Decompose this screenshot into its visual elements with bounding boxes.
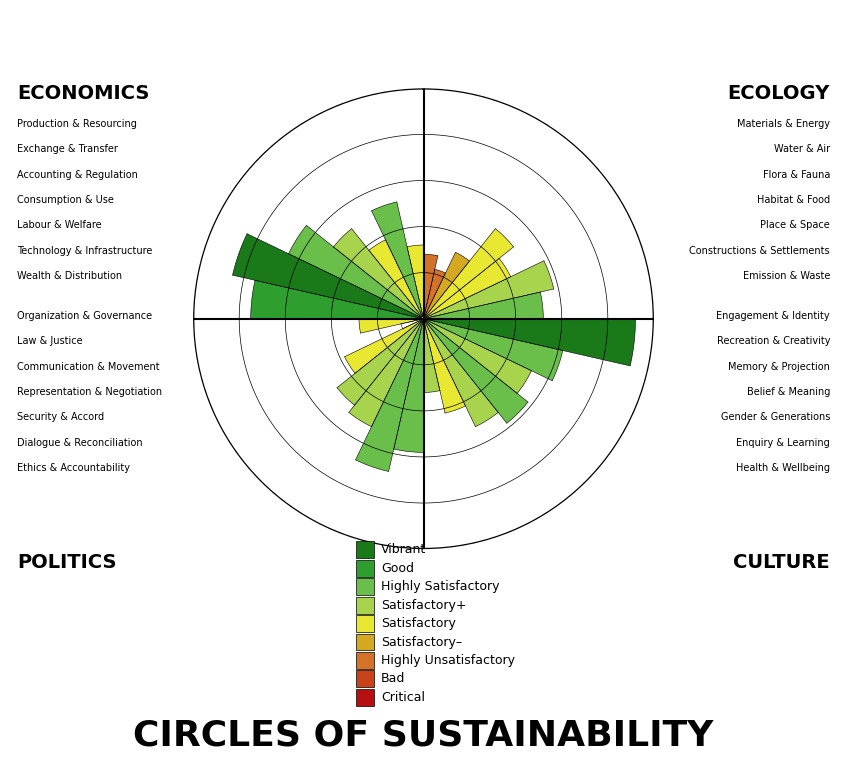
- Text: Law & Justice: Law & Justice: [17, 336, 82, 346]
- Polygon shape: [424, 321, 466, 413]
- Text: Wealth & Distribution: Wealth & Distribution: [17, 271, 122, 281]
- Text: Constructions & Settlements: Constructions & Settlements: [689, 246, 830, 256]
- Polygon shape: [424, 321, 440, 392]
- Polygon shape: [369, 240, 423, 317]
- Text: Flora & Fauna: Flora & Fauna: [762, 170, 830, 180]
- Polygon shape: [289, 225, 422, 318]
- Text: Security & Accord: Security & Accord: [17, 412, 104, 422]
- Text: Gender & Generations: Gender & Generations: [721, 412, 830, 422]
- Text: Exchange & Transfer: Exchange & Transfer: [17, 144, 118, 154]
- Text: Bad: Bad: [381, 673, 406, 685]
- Polygon shape: [425, 319, 562, 381]
- Polygon shape: [425, 261, 554, 318]
- Text: Accounting & Regulation: Accounting & Regulation: [17, 170, 138, 180]
- Text: Water & Air: Water & Air: [774, 144, 830, 154]
- Text: Recreation & Creativity: Recreation & Creativity: [717, 336, 830, 346]
- Text: Belief & Meaning: Belief & Meaning: [747, 387, 830, 397]
- Text: Good: Good: [381, 562, 414, 574]
- Polygon shape: [424, 320, 498, 427]
- Text: CULTURE: CULTURE: [734, 553, 830, 572]
- Text: ECONOMICS: ECONOMICS: [17, 84, 149, 104]
- Polygon shape: [345, 319, 422, 373]
- Polygon shape: [337, 320, 422, 406]
- Text: Memory & Projection: Memory & Projection: [728, 362, 830, 372]
- Polygon shape: [426, 292, 543, 319]
- Polygon shape: [425, 229, 513, 317]
- Text: Emission & Waste: Emission & Waste: [743, 271, 830, 281]
- Polygon shape: [356, 321, 423, 472]
- Text: Dialogue & Reconciliation: Dialogue & Reconciliation: [17, 438, 142, 448]
- Polygon shape: [349, 320, 423, 427]
- Text: Materials & Energy: Materials & Energy: [737, 119, 830, 129]
- Polygon shape: [424, 254, 438, 316]
- Polygon shape: [394, 321, 424, 452]
- Text: ECOLOGY: ECOLOGY: [728, 84, 830, 104]
- Text: Highly Satisfactory: Highly Satisfactory: [381, 581, 500, 593]
- Polygon shape: [407, 245, 424, 316]
- Polygon shape: [425, 319, 531, 393]
- Text: Health & Wellbeing: Health & Wellbeing: [736, 463, 830, 473]
- Polygon shape: [426, 319, 635, 366]
- Polygon shape: [424, 270, 446, 316]
- Text: CIRCLES OF SUSTAINABILITY: CIRCLES OF SUSTAINABILITY: [133, 719, 714, 753]
- Polygon shape: [401, 319, 422, 329]
- Text: Representation & Negotiation: Representation & Negotiation: [17, 387, 162, 397]
- Text: Engagement & Identity: Engagement & Identity: [717, 311, 830, 321]
- Text: Enquiry & Learning: Enquiry & Learning: [736, 438, 830, 448]
- Text: Place & Space: Place & Space: [761, 220, 830, 230]
- Text: Organization & Governance: Organization & Governance: [17, 311, 152, 321]
- Text: Consumption & Use: Consumption & Use: [17, 195, 113, 205]
- Polygon shape: [425, 320, 528, 423]
- Polygon shape: [425, 258, 511, 318]
- Text: Ethics & Accountability: Ethics & Accountability: [17, 463, 130, 473]
- Polygon shape: [251, 280, 421, 319]
- Text: Critical: Critical: [381, 691, 425, 703]
- Text: Highly Unsatisfactory: Highly Unsatisfactory: [381, 654, 515, 667]
- Text: Satisfactory–: Satisfactory–: [381, 636, 462, 648]
- Text: Labour & Welfare: Labour & Welfare: [17, 220, 102, 230]
- Polygon shape: [233, 233, 422, 318]
- Text: Technology & Infrastructure: Technology & Infrastructure: [17, 246, 152, 256]
- Text: Satisfactory: Satisfactory: [381, 617, 456, 630]
- Polygon shape: [424, 253, 469, 317]
- Text: Vibrant: Vibrant: [381, 544, 426, 556]
- Polygon shape: [334, 229, 422, 317]
- Polygon shape: [359, 319, 421, 333]
- Text: Production & Resourcing: Production & Resourcing: [17, 119, 137, 129]
- Text: Satisfactory+: Satisfactory+: [381, 599, 467, 611]
- Text: Habitat & Food: Habitat & Food: [757, 195, 830, 205]
- Text: Communication & Movement: Communication & Movement: [17, 362, 159, 372]
- Text: POLITICS: POLITICS: [17, 553, 116, 572]
- Polygon shape: [372, 202, 423, 316]
